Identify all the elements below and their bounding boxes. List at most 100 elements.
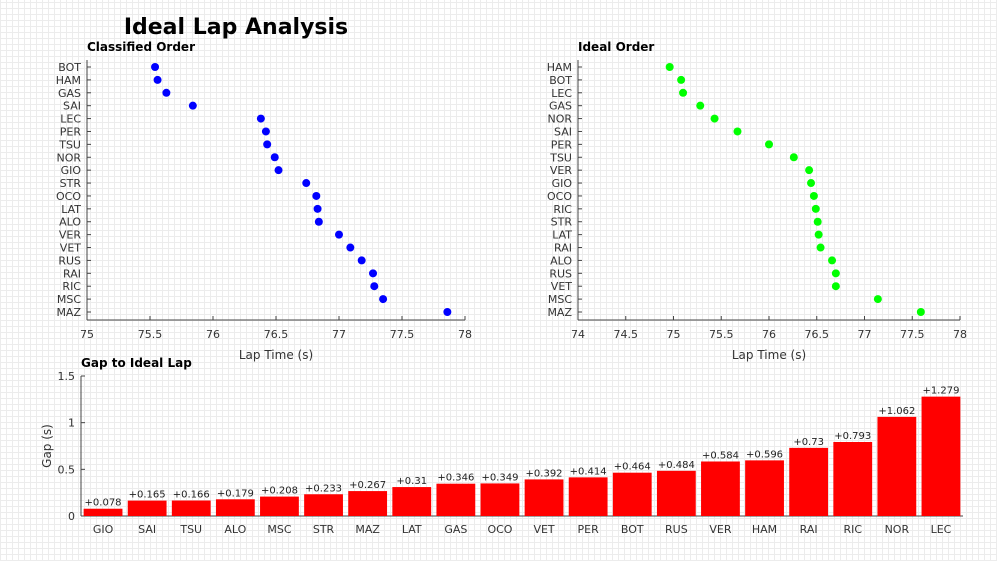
x-tick-label: 78 [458,328,472,341]
data-point [302,179,311,188]
data-point [710,114,719,123]
y-tick-label: GAS [58,87,81,100]
data-point [188,101,197,110]
data-label: +0.392 [526,468,563,479]
y-tick-label: GAS [549,100,572,113]
data-point [679,88,688,97]
bar [568,477,608,516]
data-point [828,256,837,265]
x-tick-label: RIC [843,523,862,536]
x-tick-label: 76.5 [805,328,830,341]
data-label: +0.233 [305,483,342,494]
bar [745,460,784,516]
y-tick-label: VET [551,280,572,293]
data-label: +0.179 [217,488,254,499]
data-label: +0.584 [702,450,739,461]
x-axis-label: Lap Time (s) [732,348,806,362]
y-tick-label: VER [550,164,572,177]
data-point [312,191,321,200]
y-tick-label: MSC [57,293,81,306]
data-point [831,282,840,291]
y-tick-label: STR [551,216,573,229]
bar [215,499,255,516]
data-label: +0.484 [658,460,695,471]
data-point [816,243,825,252]
x-tick-label: BOT [621,523,644,536]
data-point [443,308,452,316]
data-point [313,204,322,213]
x-tick-label: 77.5 [390,328,415,341]
data-label: +0.346 [437,473,474,484]
data-point [270,153,279,162]
data-label: +0.165 [129,490,166,501]
bar [877,416,917,516]
data-point [335,230,343,239]
bar [171,500,211,516]
x-tick-label: VER [709,523,731,536]
y-tick-label: 0 [68,510,75,523]
y-tick-label: PER [60,125,82,138]
y-tick-label: PER [551,138,573,151]
x-tick-label: 76 [762,328,776,341]
bar [127,500,167,516]
y-tick-label: TSU [549,151,572,164]
data-point [153,75,162,84]
data-label: +0.31 [396,476,427,487]
data-point [677,75,686,84]
data-point [831,269,840,278]
data-label: +0.166 [173,490,210,501]
plot-title: Classified Order [87,40,195,54]
bar [524,479,564,516]
x-tick-label: STR [313,523,335,536]
x-tick-label: HAM [752,523,777,536]
bar [436,483,476,516]
y-tick-label: RAI [63,267,81,280]
y-tick-label: STR [60,177,82,190]
data-point [370,282,379,291]
data-label: +0.349 [481,472,518,483]
y-tick-label: RUS [58,254,81,267]
plot-title: Gap to Ideal Lap [81,356,192,370]
data-point [811,204,820,213]
bar [392,487,432,516]
x-tick-label: OCO [487,523,512,536]
data-point [151,63,160,71]
x-tick-label: 75.5 [709,328,734,341]
data-label: +0.73 [793,437,824,448]
x-tick-label: LAT [402,523,422,536]
bar [612,472,652,516]
bar [83,508,123,516]
data-label: +0.208 [261,486,298,497]
x-tick-label: RUS [665,523,688,536]
data-point [807,179,816,188]
x-tick-label: 75 [667,328,681,341]
x-tick-label: 76 [206,328,220,341]
x-tick-label: SAI [138,523,156,536]
data-label: +0.078 [85,498,122,509]
x-tick-label: VET [533,523,554,536]
data-point [765,140,773,149]
y-tick-label: RAI [554,242,572,255]
y-tick-label: 0.5 [58,463,76,476]
data-point [814,230,823,239]
y-tick-label: GIO [552,177,573,190]
y-tick-label: RUS [549,267,572,280]
x-tick-label: 76.5 [264,328,289,341]
y-tick-label: HAM [547,61,572,74]
y-tick-label: TSU [58,138,81,151]
gap-bar-plot: Gap to Ideal Lap 0 0.5 1 1.5 Gap (s) +0.078 GIO… [40,356,963,536]
data-point [789,153,798,162]
data-label: +0.267 [349,480,386,491]
data-point [357,256,366,265]
y-tick-label: MAZ [56,306,81,319]
data-point [805,166,814,175]
y-tick-label: VER [59,229,81,242]
x-tick-label: 75 [80,328,94,341]
y-tick-label: OCO [56,190,81,203]
bar [789,447,829,516]
x-tick-label: GIO [93,523,114,536]
data-label: +1.062 [878,406,915,417]
x-tick-label: MSC [267,523,291,536]
data-point [873,295,882,304]
